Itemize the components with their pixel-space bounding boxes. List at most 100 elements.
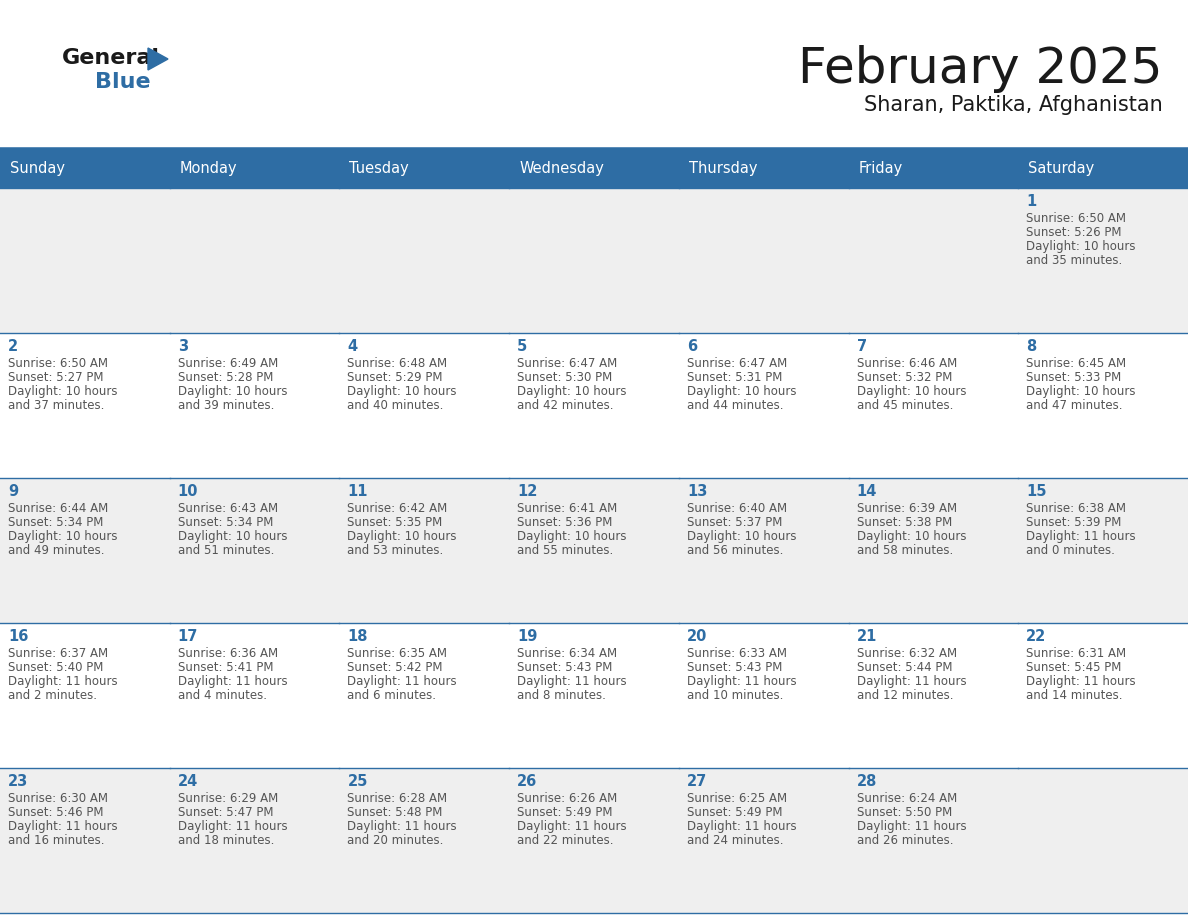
Text: and 53 minutes.: and 53 minutes.	[347, 544, 443, 557]
Text: Daylight: 11 hours: Daylight: 11 hours	[1026, 530, 1136, 543]
Text: Sunrise: 6:45 AM: Sunrise: 6:45 AM	[1026, 357, 1126, 370]
Text: and 4 minutes.: and 4 minutes.	[178, 689, 267, 702]
Text: 5: 5	[517, 339, 527, 354]
Text: Daylight: 10 hours: Daylight: 10 hours	[857, 385, 966, 398]
Text: Blue: Blue	[95, 72, 151, 92]
Text: Saturday: Saturday	[1029, 162, 1094, 176]
Bar	[848, 150, 1018, 188]
Text: Sunset: 5:35 PM: Sunset: 5:35 PM	[347, 516, 443, 529]
Text: Sunset: 5:38 PM: Sunset: 5:38 PM	[857, 516, 952, 529]
Text: Sunrise: 6:46 AM: Sunrise: 6:46 AM	[857, 357, 956, 370]
Text: General: General	[62, 48, 160, 68]
Text: Sunrise: 6:33 AM: Sunrise: 6:33 AM	[687, 647, 786, 660]
Bar	[170, 333, 340, 478]
Text: Sunset: 5:31 PM: Sunset: 5:31 PM	[687, 371, 782, 384]
Text: and 45 minutes.: and 45 minutes.	[857, 399, 953, 412]
Text: and 58 minutes.: and 58 minutes.	[857, 544, 953, 557]
Text: Sunrise: 6:37 AM: Sunrise: 6:37 AM	[8, 647, 108, 660]
Text: Sunday: Sunday	[10, 162, 65, 176]
Text: Daylight: 10 hours: Daylight: 10 hours	[347, 530, 457, 543]
Text: Daylight: 10 hours: Daylight: 10 hours	[687, 385, 796, 398]
Text: Sunrise: 6:42 AM: Sunrise: 6:42 AM	[347, 502, 448, 515]
Text: Daylight: 10 hours: Daylight: 10 hours	[8, 385, 118, 398]
Text: Sunrise: 6:40 AM: Sunrise: 6:40 AM	[687, 502, 786, 515]
Text: Wednesday: Wednesday	[519, 162, 604, 176]
Text: Sunrise: 6:34 AM: Sunrise: 6:34 AM	[517, 647, 618, 660]
Text: Sunrise: 6:36 AM: Sunrise: 6:36 AM	[178, 647, 278, 660]
Bar	[678, 333, 848, 478]
Text: Sunset: 5:50 PM: Sunset: 5:50 PM	[857, 806, 952, 819]
Text: 14: 14	[857, 484, 877, 499]
Text: Sunrise: 6:31 AM: Sunrise: 6:31 AM	[1026, 647, 1126, 660]
Text: 4: 4	[347, 339, 358, 354]
Text: 24: 24	[178, 774, 198, 789]
Text: Sunset: 5:47 PM: Sunset: 5:47 PM	[178, 806, 273, 819]
Text: Sunset: 5:39 PM: Sunset: 5:39 PM	[1026, 516, 1121, 529]
Text: Sunset: 5:45 PM: Sunset: 5:45 PM	[1026, 661, 1121, 674]
Text: and 8 minutes.: and 8 minutes.	[517, 689, 606, 702]
Text: and 22 minutes.: and 22 minutes.	[517, 834, 614, 847]
Text: 1: 1	[1026, 194, 1037, 209]
Text: Sunset: 5:34 PM: Sunset: 5:34 PM	[8, 516, 103, 529]
Text: Daylight: 10 hours: Daylight: 10 hours	[1026, 240, 1136, 253]
Bar	[340, 478, 510, 623]
Text: 23: 23	[8, 774, 29, 789]
Text: Sunrise: 6:38 AM: Sunrise: 6:38 AM	[1026, 502, 1126, 515]
Text: Daylight: 10 hours: Daylight: 10 hours	[857, 530, 966, 543]
Polygon shape	[148, 48, 168, 70]
Bar	[510, 333, 678, 478]
Text: and 39 minutes.: and 39 minutes.	[178, 399, 274, 412]
Text: Sunrise: 6:49 AM: Sunrise: 6:49 AM	[178, 357, 278, 370]
Bar	[1018, 623, 1188, 768]
Text: Sunset: 5:30 PM: Sunset: 5:30 PM	[517, 371, 612, 384]
Text: and 40 minutes.: and 40 minutes.	[347, 399, 444, 412]
Text: Sunrise: 6:41 AM: Sunrise: 6:41 AM	[517, 502, 618, 515]
Text: Sunrise: 6:28 AM: Sunrise: 6:28 AM	[347, 792, 448, 805]
Text: 2: 2	[8, 339, 18, 354]
Text: 3: 3	[178, 339, 188, 354]
Text: Sunrise: 6:44 AM: Sunrise: 6:44 AM	[8, 502, 108, 515]
Bar	[170, 478, 340, 623]
Bar	[848, 188, 1018, 333]
Text: Sunset: 5:48 PM: Sunset: 5:48 PM	[347, 806, 443, 819]
Bar	[510, 623, 678, 768]
Text: and 0 minutes.: and 0 minutes.	[1026, 544, 1116, 557]
Text: Daylight: 10 hours: Daylight: 10 hours	[517, 385, 626, 398]
Text: Daylight: 11 hours: Daylight: 11 hours	[857, 675, 966, 688]
Bar	[0, 150, 170, 188]
Text: 15: 15	[1026, 484, 1047, 499]
Bar	[510, 150, 678, 188]
Text: 12: 12	[517, 484, 537, 499]
Text: Daylight: 10 hours: Daylight: 10 hours	[687, 530, 796, 543]
Text: Daylight: 10 hours: Daylight: 10 hours	[178, 530, 287, 543]
Bar	[1018, 333, 1188, 478]
Text: Sunrise: 6:25 AM: Sunrise: 6:25 AM	[687, 792, 786, 805]
Bar	[340, 188, 510, 333]
Text: 22: 22	[1026, 629, 1047, 644]
Text: Sunset: 5:26 PM: Sunset: 5:26 PM	[1026, 226, 1121, 239]
Bar	[0, 768, 170, 913]
Text: Sunset: 5:40 PM: Sunset: 5:40 PM	[8, 661, 103, 674]
Text: 11: 11	[347, 484, 368, 499]
Text: Daylight: 10 hours: Daylight: 10 hours	[178, 385, 287, 398]
Text: 9: 9	[8, 484, 18, 499]
Text: Daylight: 10 hours: Daylight: 10 hours	[347, 385, 457, 398]
Text: Daylight: 11 hours: Daylight: 11 hours	[347, 820, 457, 833]
Bar	[0, 623, 170, 768]
Text: 17: 17	[178, 629, 198, 644]
Text: and 44 minutes.: and 44 minutes.	[687, 399, 783, 412]
Text: Sunset: 5:33 PM: Sunset: 5:33 PM	[1026, 371, 1121, 384]
Bar	[510, 188, 678, 333]
Bar	[678, 188, 848, 333]
Bar	[170, 623, 340, 768]
Text: Monday: Monday	[179, 162, 238, 176]
Bar	[1018, 150, 1188, 188]
Bar	[1018, 188, 1188, 333]
Bar	[340, 768, 510, 913]
Text: Daylight: 11 hours: Daylight: 11 hours	[517, 675, 627, 688]
Text: Sunset: 5:36 PM: Sunset: 5:36 PM	[517, 516, 613, 529]
Text: 27: 27	[687, 774, 707, 789]
Text: and 51 minutes.: and 51 minutes.	[178, 544, 274, 557]
Bar	[848, 768, 1018, 913]
Text: Daylight: 10 hours: Daylight: 10 hours	[8, 530, 118, 543]
